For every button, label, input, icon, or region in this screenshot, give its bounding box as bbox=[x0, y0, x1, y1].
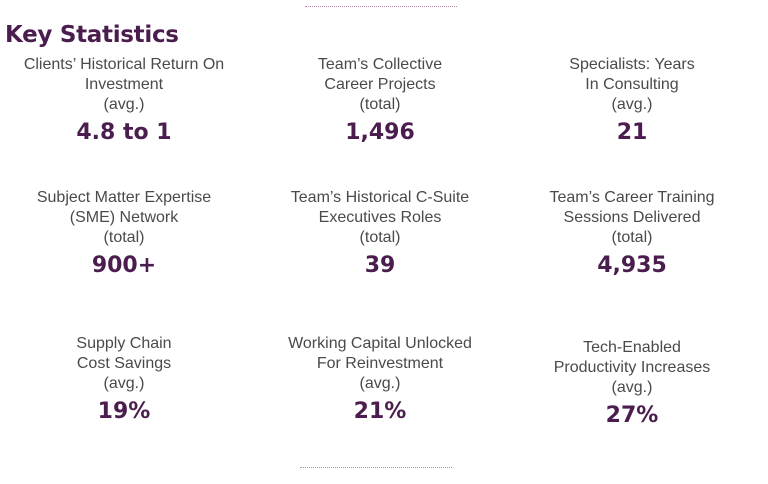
stat-value: 21% bbox=[353, 399, 407, 424]
bottom-divider bbox=[300, 467, 452, 468]
stat-card: Supply Chain Cost Savings (avg.) 19% bbox=[0, 334, 249, 427]
stat-label: Team’s Historical C-Suite bbox=[290, 189, 470, 206]
stat-qualifier: (avg.) bbox=[611, 379, 653, 396]
stat-value: 1,496 bbox=[345, 120, 415, 145]
stat-qualifier: (total) bbox=[359, 229, 401, 246]
stat-card: Working Capital Unlocked For Reinvestment… bbox=[255, 334, 505, 427]
stat-card: Specialists: Years In Consulting (avg.) 21 bbox=[507, 55, 757, 148]
stat-value: 19% bbox=[97, 399, 151, 424]
stat-label: Working Capital Unlocked bbox=[288, 335, 472, 352]
stat-value: 39 bbox=[364, 253, 396, 278]
stat-label: In Consulting bbox=[585, 76, 679, 93]
stat-label: Tech-Enabled bbox=[583, 339, 681, 356]
stat-value: 4,935 bbox=[597, 253, 667, 278]
stat-label: Team’s Collective bbox=[317, 56, 443, 73]
stat-card: Subject Matter Expertise (SME) Network (to… bbox=[0, 188, 249, 281]
title: Key Statistics bbox=[5, 22, 179, 48]
stat-value: 900+ bbox=[91, 253, 157, 278]
stat-qualifier: (avg.) bbox=[103, 96, 145, 113]
stat-qualifier: (total) bbox=[103, 229, 145, 246]
stat-label: Cost Savings bbox=[76, 355, 172, 372]
stat-card: Team’s Collective Career Projects (total) 1… bbox=[255, 55, 505, 148]
stat-card: Tech-Enabled Productivity Increases (avg.)… bbox=[507, 338, 757, 431]
stat-label: For Reinvestment bbox=[316, 355, 444, 372]
stat-label: Sessions Delivered bbox=[563, 209, 701, 226]
stat-qualifier: (total) bbox=[611, 229, 653, 246]
stat-label: Investment bbox=[84, 76, 164, 93]
stat-label: Supply Chain bbox=[76, 335, 172, 352]
stat-label: Executives Roles bbox=[318, 209, 442, 226]
stat-card: Team’s Historical C-Suite Executives Role… bbox=[255, 188, 505, 281]
stat-label: Productivity Increases bbox=[553, 359, 711, 376]
stat-card: Clients’ Historical Return On Investment (… bbox=[0, 55, 249, 148]
stat-label: Specialists: Years bbox=[569, 56, 695, 73]
stat-label: Career Projects bbox=[324, 76, 436, 93]
stat-value: 21 bbox=[616, 120, 648, 145]
stat-card: Team’s Career Training Sessions Delivered… bbox=[507, 188, 757, 281]
stat-label: Clients’ Historical Return On bbox=[23, 56, 225, 73]
stat-label: (SME) Network bbox=[69, 209, 179, 226]
stat-value: 4.8 to 1 bbox=[76, 120, 172, 145]
stat-label: Subject Matter Expertise bbox=[36, 189, 212, 206]
stat-qualifier: (total) bbox=[359, 96, 401, 113]
stat-value: 27% bbox=[605, 403, 659, 428]
stat-qualifier: (avg.) bbox=[103, 375, 145, 392]
stat-qualifier: (avg.) bbox=[611, 96, 653, 113]
stat-label: Team’s Career Training bbox=[549, 189, 715, 206]
top-divider bbox=[305, 6, 457, 7]
stat-qualifier: (avg.) bbox=[359, 375, 401, 392]
